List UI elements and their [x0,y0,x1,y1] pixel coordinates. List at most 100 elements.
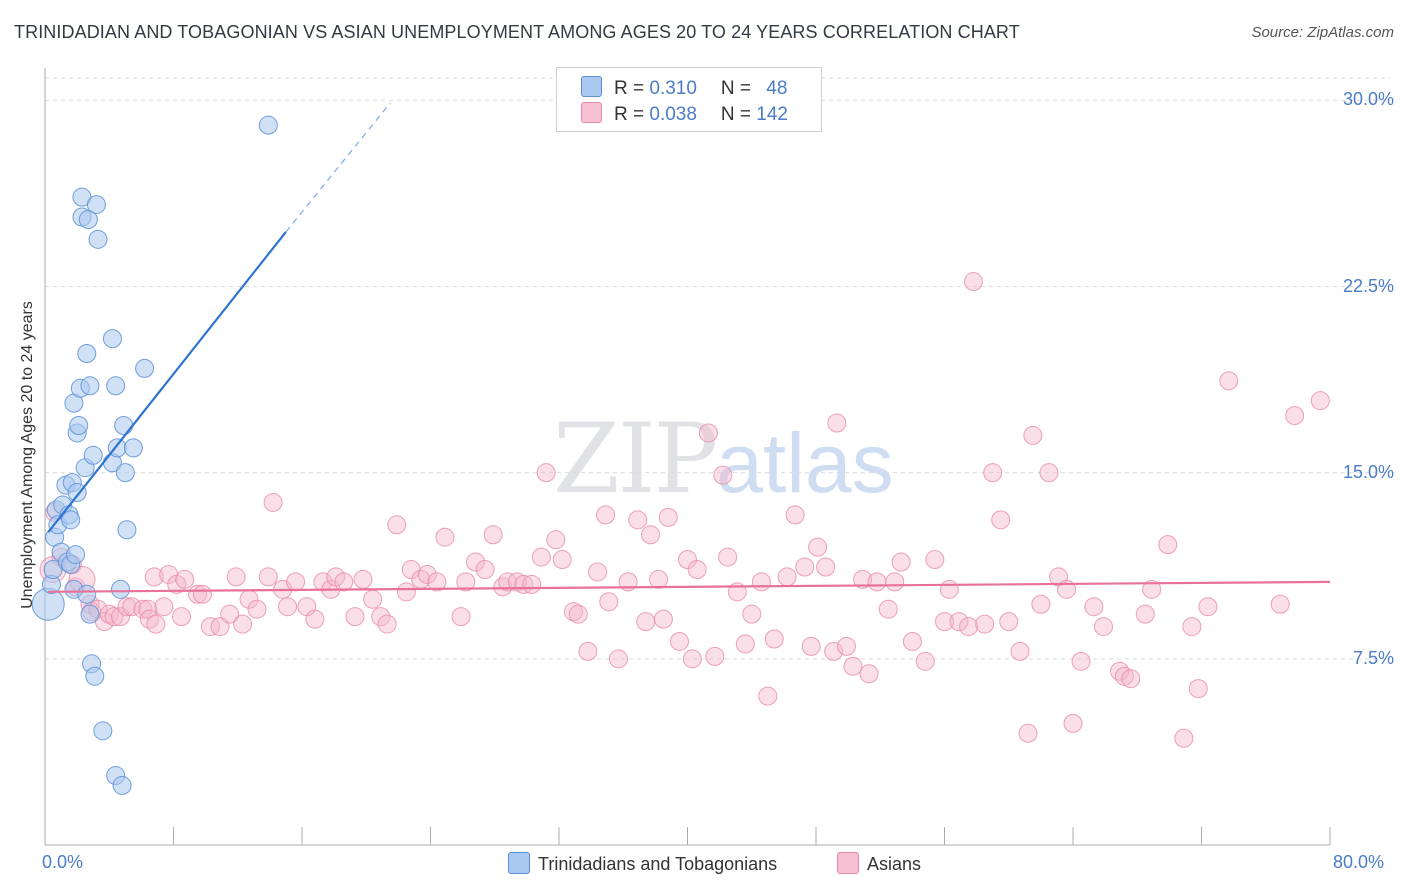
data-point-asians [247,599,267,619]
data-point-asians [334,572,354,592]
correlation-legend: R = 0.310 N = 48 R = 0.038 N = 142 [556,67,822,132]
data-point-asians [1182,617,1202,637]
data-point-asians [139,609,159,629]
legend-row-trinidadians: R = 0.310 N = 48 [581,76,787,102]
pink-swatch-icon [581,102,602,123]
data-point-trinidadians [110,579,130,599]
data-point-asians [1135,604,1155,624]
grid-lines [45,77,1390,660]
data-point-asians [713,465,733,485]
data-point-asians [371,607,391,627]
bottom-legend-trinidadians: Trinidadians and Tobagonians [508,852,777,875]
data-point-asians [1121,669,1141,689]
data-point-asians [999,612,1019,632]
data-point-asians [456,572,476,592]
data-point-asians [522,574,542,594]
data-point-asians [233,614,253,634]
data-point-asians [1084,597,1104,617]
data-point-asians [1071,651,1091,671]
data-point-asians [1018,723,1038,743]
series-trinidadians [31,115,278,795]
data-point-asians [563,602,583,622]
x-tick-label-max: 80.0% [1333,852,1385,872]
watermark-zip: ZIP [553,403,718,515]
data-point-asians [427,572,447,592]
data-point-trinidadians [78,209,98,229]
data-point-asians [133,599,153,619]
data-point-asians [801,636,821,656]
data-point-asians [192,584,212,604]
legend-n-label: N = [720,78,757,99]
data-point-asians [175,569,195,589]
data-point-asians [735,634,755,654]
axes [44,68,1331,846]
data-point-asians [641,525,661,545]
data-point-asians [417,564,437,584]
data-point-asians [363,589,383,609]
data-point-asians [758,686,778,706]
data-point-asians [1039,463,1059,483]
data-point-asians [1188,679,1208,699]
data-point-asians [608,649,628,669]
data-point-asians [935,612,954,632]
data-point-asians [498,572,518,592]
data-point-asians [258,567,278,587]
data-point-asians [220,604,240,624]
data-point-asians [705,646,725,666]
data-point-trinidadians [123,438,143,458]
trend-lines [47,102,1331,593]
x-tick-label-min: 0.0% [42,852,84,872]
data-point-trinidadians [93,721,113,741]
y-tick-label: 15.0% [1342,461,1394,482]
data-point-asians [578,641,598,661]
data-point-asians [353,569,373,589]
data-point-asians [827,413,847,433]
data-point-asians [1063,713,1083,733]
data-point-asians [915,651,935,671]
data-point-trinidadians [80,604,100,624]
data-point-asians [808,537,828,557]
data-point-asians [200,617,220,637]
data-point-asians [313,572,333,592]
data-point-asians [878,599,898,619]
data-point-asians [99,604,119,624]
data-point-asians [658,507,678,527]
data-point-asians [226,567,246,587]
data-point-trinidadians [77,584,97,604]
data-point-asians [959,617,979,637]
data-point-asians [263,492,283,512]
data-point-asians [853,569,873,589]
data-point-asians [1174,728,1194,748]
data-point-trinidadians [115,463,135,483]
data-point-asians [902,631,922,651]
data-point-asians [596,505,616,525]
data-point-asians [983,463,1003,483]
source-credit: Source: ZipAtlas.com [1251,24,1394,41]
trend-line-trinidadians [47,231,287,533]
legend-r-label: R = [614,104,650,125]
data-point-trinidadians [80,376,100,396]
data-point-trinidadians [112,775,132,795]
data-point-asians [718,547,738,567]
data-point-asians [698,423,718,443]
data-point-asians [1198,597,1218,617]
data-point-asians [777,567,797,587]
legend-r-value: 0.310 [649,78,697,99]
data-point-asians [465,552,485,572]
data-point-asians [278,597,298,617]
data-point-trinidadians [77,344,97,364]
data-point-asians [104,607,124,627]
data-point-asians [546,530,566,550]
data-point-asians [1270,594,1290,614]
data-point-trinidadians [69,416,89,436]
blue-swatch-icon [581,76,602,97]
data-point-trinidadians [83,445,103,465]
data-point-trinidadians [86,195,106,215]
legend-n-value: 48 [766,78,788,99]
data-point-asians [891,552,911,572]
data-point-asians [837,636,857,656]
y-axis-label: Unemployment Among Ages 20 to 24 years [19,301,36,609]
data-point-asians [599,592,619,612]
data-point-trinidadians [258,115,278,135]
